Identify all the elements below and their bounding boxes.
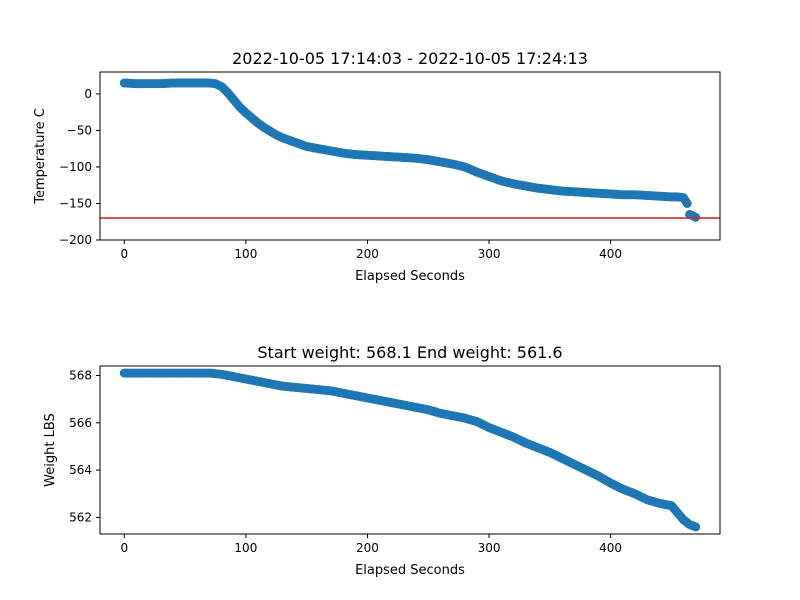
weight-x-tick-label: 400 <box>599 541 622 555</box>
temperature-x-tick-label: 300 <box>478 247 501 261</box>
weight-x-tick-label: 0 <box>120 541 128 555</box>
weight-y-tick-label: 568 <box>69 368 92 382</box>
weight-plot-area: 0 100 200 300 400 562 564 566 568 <box>69 368 701 555</box>
weight-axes-frame <box>99 365 721 535</box>
weight-x-axis-label: Elapsed Seconds <box>355 563 465 578</box>
temperature-y-tick-label: 0 <box>84 87 92 101</box>
temperature-x-tick-label: 0 <box>120 247 128 261</box>
weight-x-tick-label: 300 <box>478 541 501 555</box>
temperature-x-tick-label: 100 <box>234 247 257 261</box>
weight-x-tick-label: 200 <box>356 541 379 555</box>
temperature-chart: 2022-10-05 17:14:03 - 2022-10-05 17:24:1… <box>33 49 721 284</box>
temperature-y-axis-label: Temperature C <box>33 108 48 205</box>
weight-y-axis-label: Weight LBS <box>43 413 58 487</box>
weight-y-tick-label: 564 <box>69 463 92 477</box>
temperature-plot-area: 0 100 200 300 400 0 −50 −100 −150 −200 <box>59 78 720 261</box>
weight-data-point <box>691 522 701 532</box>
temperature-x-tick-label: 200 <box>356 247 379 261</box>
temperature-x-tick-label: 400 <box>599 247 622 261</box>
temperature-chart-title: 2022-10-05 17:14:03 - 2022-10-05 17:24:1… <box>232 49 588 68</box>
weight-chart-title: Start weight: 568.1 End weight: 561.6 <box>257 343 562 362</box>
weight-x-tick-label: 100 <box>234 541 257 555</box>
temperature-x-axis-label: Elapsed Seconds <box>355 269 465 284</box>
weight-y-tick-label: 562 <box>69 510 92 524</box>
temperature-y-tick-label: −150 <box>59 196 92 210</box>
weight-chart: Start weight: 568.1 End weight: 561.6 0 1… <box>43 343 721 578</box>
temperature-data-point <box>682 198 692 208</box>
temperature-y-tick-label: −50 <box>67 123 92 137</box>
temperature-axes-frame <box>99 71 721 241</box>
temperature-y-tick-label: −100 <box>59 160 92 174</box>
weight-y-tick-label: 566 <box>69 416 92 430</box>
temperature-y-tick-label: −200 <box>59 233 92 247</box>
